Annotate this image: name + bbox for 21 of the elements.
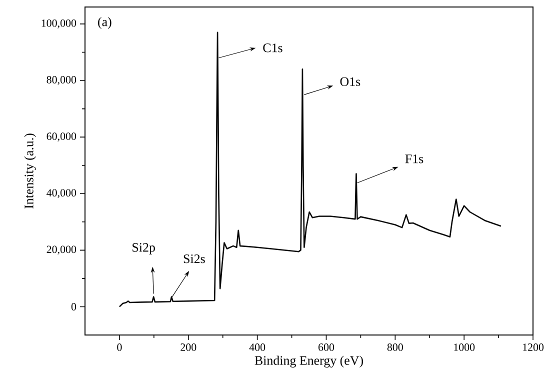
annotation: C1s <box>263 44 282 52</box>
x-tick-label: 400 <box>249 344 266 351</box>
y-tick-label: 40,000 <box>46 189 76 198</box>
y-axis-title: Intensity (a.u.) <box>24 134 36 208</box>
y-tick-label: 20,000 <box>46 246 76 255</box>
y-tick-label: 60,000 <box>46 132 76 142</box>
annotation: O1s <box>340 77 360 86</box>
x-tick-label: 1000 <box>454 344 475 351</box>
x-tick-label: 200 <box>180 344 196 351</box>
y-tick-label: 0 <box>71 303 76 310</box>
annotation: F1s <box>405 154 424 164</box>
x-tick-label: 600 <box>318 344 334 351</box>
x-axis-title: Binding Energy (eV) <box>254 356 363 368</box>
y-tick-label: 80,000 <box>46 76 76 86</box>
annotation: Si2s <box>184 254 205 264</box>
annotation: (a) <box>98 17 112 29</box>
x-tick-label: 800 <box>387 344 403 351</box>
y-tick-label: 100,000 <box>42 19 76 28</box>
annotation: Si2p <box>132 243 155 254</box>
x-tick-label: 0 <box>117 344 122 351</box>
x-tick-label: 1200 <box>523 344 544 351</box>
